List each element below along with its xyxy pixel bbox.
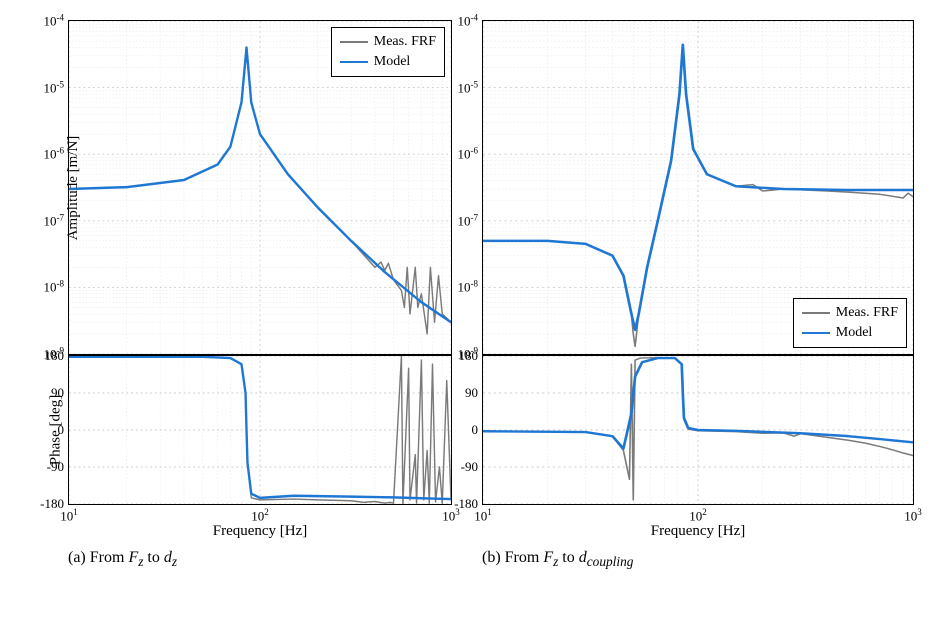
ytick: 10-6 bbox=[458, 146, 479, 163]
legend-row-model: Model bbox=[340, 52, 436, 72]
ytick: 10-5 bbox=[44, 79, 65, 96]
ytick: 10-4 bbox=[44, 12, 65, 29]
ytick: 90 bbox=[51, 385, 64, 401]
ytick: 90 bbox=[465, 385, 478, 401]
legend-swatch-model-r bbox=[802, 332, 830, 335]
xtick: 101 bbox=[474, 507, 492, 524]
left-phase-panel: Phase [deg] Frequency [Hz] -180-90090180… bbox=[68, 355, 452, 505]
right-column: Meas. FRF Model 10-910-810-710-610-510-4… bbox=[482, 20, 914, 570]
ytick: 180 bbox=[459, 348, 479, 364]
figure-grid: Amplitude [m/N] Meas. FRF Model 10-910-8… bbox=[10, 20, 924, 570]
legend-swatch-model bbox=[340, 61, 368, 64]
ytick: 10-8 bbox=[458, 279, 479, 296]
right-xlabel: Frequency [Hz] bbox=[651, 523, 746, 540]
ytick: -90 bbox=[47, 459, 64, 475]
left-xlabel: Frequency [Hz] bbox=[213, 523, 308, 540]
legend-row-meas-r: Meas. FRF bbox=[802, 303, 898, 323]
xtick: 102 bbox=[251, 507, 269, 524]
legend-label-meas: Meas. FRF bbox=[374, 34, 436, 50]
ytick: 180 bbox=[45, 348, 65, 364]
legend-label-meas-r: Meas. FRF bbox=[836, 305, 898, 321]
xtick: 101 bbox=[60, 507, 78, 524]
legend-swatch-meas bbox=[340, 41, 368, 44]
left-legend: Meas. FRF Model bbox=[331, 27, 445, 77]
right-phase-panel: Frequency [Hz] -180-90090180 101102103 bbox=[482, 355, 914, 505]
left-column: Amplitude [m/N] Meas. FRF Model 10-910-8… bbox=[68, 20, 452, 570]
xtick: 102 bbox=[689, 507, 707, 524]
ytick: 10-4 bbox=[458, 12, 479, 29]
ytick: 10-7 bbox=[458, 212, 479, 229]
legend-label-model-r: Model bbox=[836, 325, 873, 341]
legend-swatch-meas-r bbox=[802, 312, 830, 315]
right-legend: Meas. FRF Model bbox=[793, 298, 907, 348]
ytick: 10-8 bbox=[44, 279, 65, 296]
left-mag-panel: Amplitude [m/N] Meas. FRF Model 10-910-8… bbox=[68, 20, 452, 355]
right-phase-plot bbox=[483, 356, 913, 504]
ytick: 10-5 bbox=[458, 79, 479, 96]
ytick: 10-7 bbox=[44, 212, 65, 229]
legend-row-meas: Meas. FRF bbox=[340, 32, 436, 52]
right-mag-panel: Meas. FRF Model 10-910-810-710-610-510-4 bbox=[482, 20, 914, 355]
xtick: 103 bbox=[904, 507, 922, 524]
left-phase-plot bbox=[69, 356, 451, 504]
ytick: 0 bbox=[58, 422, 65, 438]
legend-row-model-r: Model bbox=[802, 323, 898, 343]
legend-label-model: Model bbox=[374, 54, 411, 70]
ytick: 0 bbox=[472, 422, 479, 438]
ytick: -90 bbox=[461, 459, 478, 475]
ytick: 10-6 bbox=[44, 146, 65, 163]
